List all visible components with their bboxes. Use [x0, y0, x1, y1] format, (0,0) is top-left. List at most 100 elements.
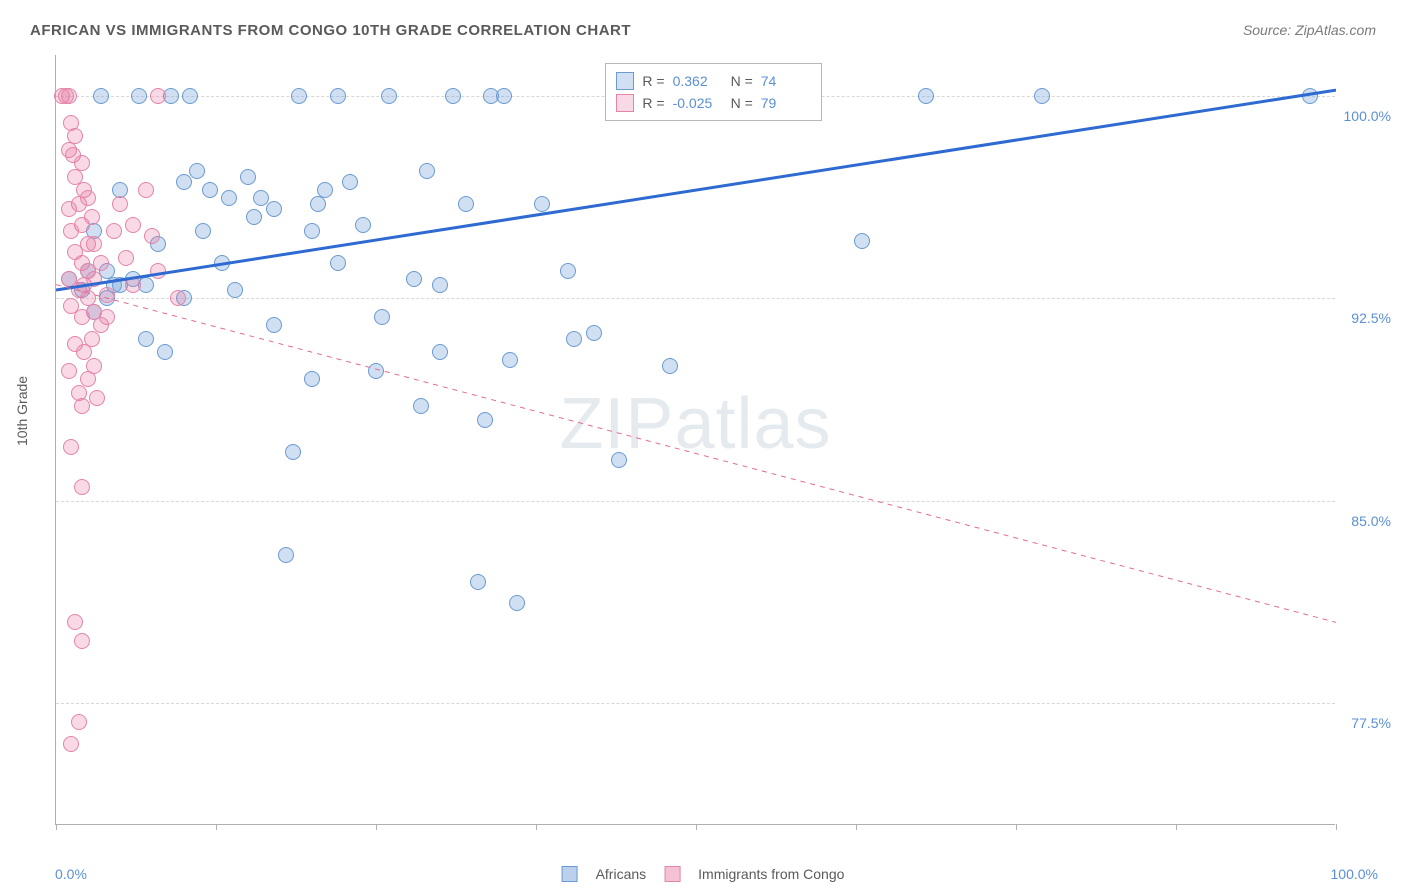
data-point [266, 201, 282, 217]
data-point [138, 331, 154, 347]
data-point [80, 190, 96, 206]
data-point [477, 412, 493, 428]
data-point [291, 88, 307, 104]
x-tick-100: 100.0% [1331, 866, 1378, 882]
plot-area: ZIPatlas [55, 55, 1335, 825]
y-axis-label: 10th Grade [14, 376, 30, 446]
data-point [611, 452, 627, 468]
data-point [355, 217, 371, 233]
y-tick-label: 85.0% [1351, 513, 1391, 529]
data-point [195, 223, 211, 239]
r-value: 0.362 [673, 73, 723, 89]
data-point [150, 88, 166, 104]
data-point [63, 223, 79, 239]
gridline [56, 298, 1335, 299]
gridline [56, 501, 1335, 502]
data-point [304, 371, 320, 387]
x-tick [1176, 824, 1177, 830]
series-swatch [616, 94, 634, 112]
data-point [99, 287, 115, 303]
data-point [99, 309, 115, 325]
data-point [330, 255, 346, 271]
x-tick [1336, 824, 1337, 830]
n-value: 79 [761, 95, 811, 111]
data-point [74, 633, 90, 649]
data-point [118, 250, 134, 266]
x-tick [56, 824, 57, 830]
data-point [854, 233, 870, 249]
legend-label: Immigrants from Congo [698, 866, 844, 882]
n-label: N = [731, 95, 753, 111]
data-point [214, 255, 230, 271]
data-point [89, 390, 105, 406]
y-tick-label: 100.0% [1344, 108, 1391, 124]
data-point [176, 174, 192, 190]
data-point [368, 363, 384, 379]
data-point [445, 88, 461, 104]
data-point [189, 163, 205, 179]
data-point [419, 163, 435, 179]
data-point [202, 182, 218, 198]
x-tick [696, 824, 697, 830]
data-point [240, 169, 256, 185]
data-point [266, 317, 282, 333]
n-label: N = [731, 73, 753, 89]
data-point [63, 439, 79, 455]
data-point [170, 290, 186, 306]
x-tick [376, 824, 377, 830]
series-swatch [616, 72, 634, 90]
r-label: R = [642, 95, 664, 111]
data-point [330, 88, 346, 104]
data-point [157, 344, 173, 360]
data-point [509, 595, 525, 611]
data-point [662, 358, 678, 374]
data-point [1302, 88, 1318, 104]
legend-swatch [562, 866, 578, 882]
data-point [67, 614, 83, 630]
data-point [1034, 88, 1050, 104]
data-point [106, 223, 122, 239]
data-point [125, 217, 141, 233]
data-point [61, 88, 77, 104]
data-point [918, 88, 934, 104]
data-point [458, 196, 474, 212]
stats-row: R = 0.362 N = 74 [616, 70, 810, 92]
data-point [560, 263, 576, 279]
x-tick-0: 0.0% [55, 866, 87, 882]
chart-container: AFRICAN VS IMMIGRANTS FROM CONGO 10TH GR… [0, 0, 1406, 892]
data-point [61, 363, 77, 379]
data-point [502, 352, 518, 368]
data-point [227, 282, 243, 298]
r-value: -0.025 [673, 95, 723, 111]
source-attribution: Source: ZipAtlas.com [1243, 22, 1376, 38]
x-tick [1016, 824, 1017, 830]
y-tick-label: 77.5% [1351, 715, 1391, 731]
data-point [278, 547, 294, 563]
data-point [317, 182, 333, 198]
data-point [406, 271, 422, 287]
y-tick-label: 92.5% [1351, 310, 1391, 326]
data-point [586, 325, 602, 341]
x-tick [856, 824, 857, 830]
data-point [342, 174, 358, 190]
data-point [496, 88, 512, 104]
data-point [74, 398, 90, 414]
data-point [432, 277, 448, 293]
data-point [432, 344, 448, 360]
data-point [534, 196, 550, 212]
data-point [86, 271, 102, 287]
legend-bottom: AfricansImmigrants from Congo [562, 866, 845, 882]
data-point [144, 228, 160, 244]
data-point [285, 444, 301, 460]
data-point [381, 88, 397, 104]
r-label: R = [642, 73, 664, 89]
data-point [182, 88, 198, 104]
n-value: 74 [761, 73, 811, 89]
chart-title: AFRICAN VS IMMIGRANTS FROM CONGO 10TH GR… [30, 22, 631, 39]
trend-line [56, 285, 1336, 623]
data-point [470, 574, 486, 590]
data-point [374, 309, 390, 325]
data-point [74, 309, 90, 325]
data-point [125, 277, 141, 293]
data-point [93, 88, 109, 104]
